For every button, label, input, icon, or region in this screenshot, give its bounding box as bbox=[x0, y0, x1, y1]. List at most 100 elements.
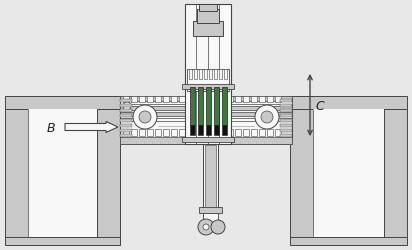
FancyArrow shape bbox=[65, 122, 118, 133]
Bar bbox=[204, 70, 207, 80]
Bar bbox=[227, 130, 233, 136]
Bar bbox=[147, 130, 153, 136]
Bar bbox=[199, 70, 202, 80]
Bar bbox=[235, 96, 241, 102]
Bar bbox=[190, 126, 195, 136]
Bar bbox=[243, 96, 249, 102]
Bar bbox=[120, 134, 132, 138]
Bar bbox=[195, 96, 201, 102]
Bar bbox=[280, 100, 292, 102]
Bar bbox=[259, 130, 265, 136]
Bar bbox=[120, 100, 132, 102]
Bar bbox=[222, 126, 227, 136]
Bar bbox=[214, 126, 219, 136]
Bar bbox=[120, 118, 292, 122]
Bar bbox=[206, 126, 211, 136]
Bar bbox=[267, 130, 273, 136]
Bar bbox=[197, 10, 219, 24]
Bar bbox=[139, 96, 145, 102]
Bar bbox=[120, 106, 292, 110]
Bar bbox=[139, 130, 145, 136]
Bar bbox=[214, 88, 219, 126]
Bar bbox=[199, 207, 222, 213]
Bar bbox=[235, 130, 241, 136]
Bar bbox=[123, 96, 129, 102]
Bar bbox=[147, 96, 153, 102]
Bar bbox=[5, 237, 120, 245]
Bar bbox=[211, 130, 217, 136]
Bar bbox=[224, 70, 227, 80]
Bar bbox=[203, 213, 218, 223]
Bar bbox=[384, 110, 407, 241]
Bar bbox=[227, 96, 233, 102]
Bar bbox=[280, 120, 292, 122]
Circle shape bbox=[133, 106, 157, 130]
Bar bbox=[243, 130, 249, 136]
Bar bbox=[163, 96, 169, 102]
Bar bbox=[313, 110, 384, 237]
Bar bbox=[120, 120, 132, 122]
Bar bbox=[203, 96, 209, 102]
Bar bbox=[120, 96, 292, 102]
Bar bbox=[131, 130, 137, 136]
Bar bbox=[5, 110, 28, 241]
Bar bbox=[251, 130, 257, 136]
Bar bbox=[206, 88, 211, 126]
Bar bbox=[267, 96, 273, 102]
Bar bbox=[131, 96, 137, 102]
Bar bbox=[120, 124, 132, 128]
Bar bbox=[251, 96, 257, 102]
Bar bbox=[185, 5, 231, 144]
Bar bbox=[290, 110, 313, 241]
Bar bbox=[179, 96, 185, 102]
Bar bbox=[189, 70, 192, 80]
Bar bbox=[28, 110, 97, 237]
Circle shape bbox=[255, 106, 279, 130]
Bar bbox=[187, 96, 193, 102]
Bar bbox=[195, 130, 201, 136]
Bar bbox=[120, 130, 132, 132]
Bar bbox=[123, 130, 129, 136]
Bar bbox=[199, 5, 217, 12]
Bar bbox=[155, 130, 161, 136]
Circle shape bbox=[139, 112, 151, 124]
Bar bbox=[211, 96, 217, 102]
Circle shape bbox=[203, 224, 209, 230]
Bar bbox=[120, 104, 132, 108]
Bar bbox=[171, 130, 177, 136]
Bar bbox=[222, 88, 227, 126]
Bar bbox=[155, 96, 161, 102]
Bar bbox=[280, 104, 292, 108]
Bar bbox=[187, 70, 229, 92]
Bar bbox=[219, 96, 225, 102]
Bar bbox=[179, 130, 185, 136]
Bar bbox=[290, 96, 407, 110]
Bar bbox=[219, 70, 222, 80]
Bar bbox=[5, 96, 120, 110]
Bar bbox=[187, 130, 193, 136]
Bar bbox=[120, 114, 132, 117]
Bar bbox=[275, 96, 281, 102]
Bar bbox=[219, 130, 225, 136]
Bar bbox=[171, 96, 177, 102]
Circle shape bbox=[123, 102, 131, 110]
Text: C: C bbox=[315, 99, 324, 112]
Bar bbox=[203, 130, 209, 136]
Bar bbox=[280, 134, 292, 138]
Bar bbox=[194, 70, 197, 80]
Bar bbox=[203, 144, 218, 209]
Circle shape bbox=[211, 220, 225, 234]
Bar bbox=[209, 70, 212, 80]
Bar bbox=[280, 130, 292, 132]
Bar bbox=[97, 110, 120, 241]
Bar bbox=[182, 138, 234, 142]
Bar bbox=[190, 88, 195, 126]
Bar bbox=[280, 114, 292, 117]
Bar bbox=[163, 130, 169, 136]
Bar bbox=[120, 112, 292, 116]
Text: B: B bbox=[47, 121, 55, 134]
Bar bbox=[120, 96, 292, 144]
Bar bbox=[280, 110, 292, 112]
Bar bbox=[120, 110, 132, 112]
Bar bbox=[193, 22, 223, 37]
